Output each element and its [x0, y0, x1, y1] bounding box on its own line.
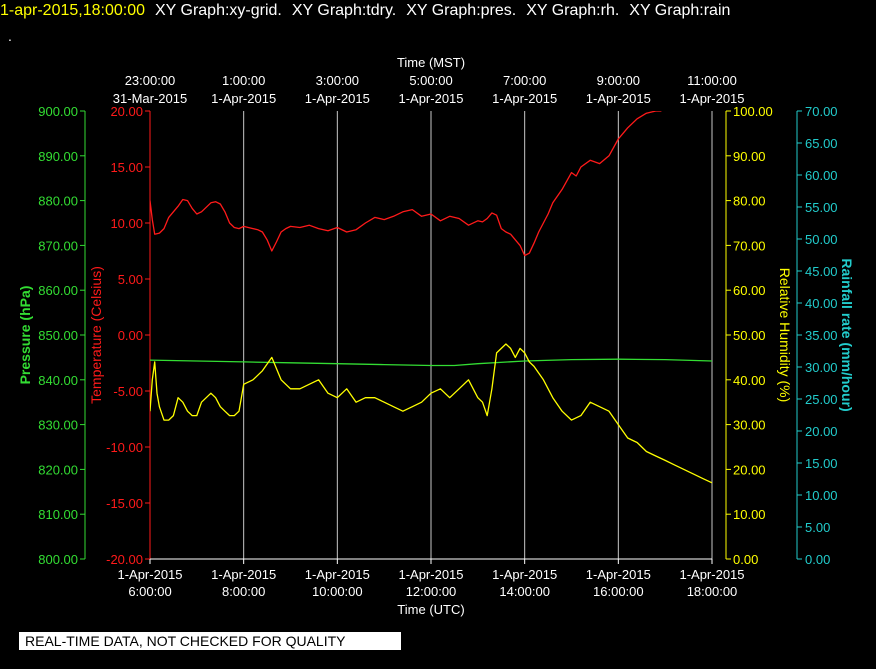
temperature-series-line: [150, 111, 662, 257]
pressure-tick-label-0: 800.00: [38, 552, 78, 567]
top-tick-time-5: 9:00:00: [597, 73, 640, 88]
humidity-tick-label-10: 100.00: [733, 104, 773, 119]
rain-tick-label-1: 5.00: [805, 520, 830, 535]
rain-tick-label-3: 15.00: [805, 456, 838, 471]
header-graph-3: XY Graph:pres.: [406, 2, 517, 19]
rain-tick-label-0: 0.00: [805, 552, 830, 567]
bottom-tick-date-4: 1-Apr-2015: [492, 567, 557, 582]
top-tick-time-1: 1:00:00: [222, 73, 265, 88]
humidity-tick-label-6: 60.00: [733, 283, 766, 298]
rain-tick-label-13: 65.00: [805, 136, 838, 151]
bottom-tick-time-4: 14:00:00: [499, 584, 550, 599]
rain-tick-label-11: 55.00: [805, 200, 838, 215]
rain-tick-label-12: 60.00: [805, 168, 838, 183]
bottom-tick-time-2: 10:00:00: [312, 584, 363, 599]
temperature-tick-label-5: 5.00: [118, 272, 143, 287]
temperature-tick-label-3: -5.00: [113, 384, 143, 399]
pressure-tick-label-1: 810.00: [38, 507, 78, 522]
bottom-tick-time-3: 12:00:00: [406, 584, 457, 599]
top-tick-date-2: 1-Apr-2015: [305, 91, 370, 106]
top-tick-date-3: 1-Apr-2015: [398, 91, 463, 106]
top-tick-time-4: 7:00:00: [503, 73, 546, 88]
pressure-tick-label-9: 890.00: [38, 149, 78, 164]
temperature-tick-label-0: -20.00: [106, 552, 143, 567]
humidity-tick-label-5: 50.00: [733, 328, 766, 343]
pressure-tick-label-2: 820.00: [38, 462, 78, 477]
rain-tick-label-2: 10.00: [805, 488, 838, 503]
rain-tick-label-4: 20.00: [805, 424, 838, 439]
bottom-tick-time-0: 6:00:00: [128, 584, 171, 599]
bottom-tick-date-5: 1-Apr-2015: [586, 567, 651, 582]
bottom-tick-time-5: 16:00:00: [593, 584, 644, 599]
humidity-tick-label-2: 20.00: [733, 462, 766, 477]
rain-tick-label-5: 25.00: [805, 392, 838, 407]
top-tick-date-0: 31-Mar-2015: [113, 91, 187, 106]
top-tick-time-0: 23:00:00: [125, 73, 176, 88]
rain-axis-label: Rainfall rate (mm/hour): [839, 258, 855, 411]
pressure-tick-label-6: 860.00: [38, 283, 78, 298]
temperature-tick-label-6: 10.00: [110, 216, 143, 231]
pressure-series-line: [150, 358, 712, 367]
pressure-tick-label-10: 900.00: [38, 104, 78, 119]
bottom-tick-time-6: 18:00:00: [687, 584, 738, 599]
humidity-series-line: [150, 343, 712, 484]
header-graph-1: XY Graph:xy-grid.: [155, 2, 282, 19]
bottom-tick-date-1: 1-Apr-2015: [211, 567, 276, 582]
humidity-tick-label-1: 10.00: [733, 507, 766, 522]
bottom-tick-date-3: 1-Apr-2015: [398, 567, 463, 582]
top-tick-date-6: 1-Apr-2015: [679, 91, 744, 106]
top-axis-title: Time (MST): [397, 55, 465, 70]
humidity-axis-label: Relative Humidity (%): [777, 268, 793, 403]
humidity-tick-label-3: 30.00: [733, 418, 766, 433]
header-graph-5: XY Graph:rain: [629, 2, 731, 19]
humidity-tick-label-9: 90.00: [733, 149, 766, 164]
humidity-tick-label-8: 80.00: [733, 194, 766, 209]
humidity-tick-label-7: 70.00: [733, 238, 766, 253]
rain-tick-label-6: 30.00: [805, 360, 838, 375]
top-tick-date-4: 1-Apr-2015: [492, 91, 557, 106]
bottom-axis-title: Time (UTC): [397, 602, 464, 617]
pressure-tick-label-3: 830.00: [38, 418, 78, 433]
top-tick-date-5: 1-Apr-2015: [586, 91, 651, 106]
temperature-tick-label-4: 0.00: [118, 328, 143, 343]
bottom-tick-date-6: 1-Apr-2015: [679, 567, 744, 582]
top-tick-time-6: 11:00:00: [687, 73, 737, 88]
top-tick-date-1: 1-Apr-2015: [211, 91, 276, 106]
temperature-axis-label: Temperature (Celsius): [88, 266, 104, 404]
rain-tick-label-9: 45.00: [805, 264, 838, 279]
bottom-tick-date-2: 1-Apr-2015: [305, 567, 370, 582]
rain-tick-label-10: 50.00: [805, 232, 838, 247]
temperature-tick-label-7: 15.00: [110, 160, 143, 175]
humidity-tick-label-4: 40.00: [733, 373, 766, 388]
header-datetime: 1-apr-2015,18:00:00: [0, 2, 145, 19]
humidity-tick-label-0: 0.00: [733, 552, 758, 567]
pressure-tick-label-8: 880.00: [38, 194, 78, 209]
quality-note: REAL-TIME DATA, NOT CHECKED FOR QUALITY: [19, 632, 401, 650]
temperature-tick-label-2: -10.00: [106, 440, 143, 455]
rain-tick-label-14: 70.00: [805, 104, 838, 119]
header-bar: 1-apr-2015,18:00:00 XY Graph:xy-grid. XY G…: [0, 2, 730, 20]
bottom-tick-date-0: 1-Apr-2015: [117, 567, 182, 582]
pressure-tick-label-5: 850.00: [38, 328, 78, 343]
pressure-axis-label: Pressure (hPa): [17, 286, 33, 385]
rain-tick-label-7: 35.00: [805, 328, 838, 343]
pressure-tick-label-7: 870.00: [38, 238, 78, 253]
bottom-tick-time-1: 8:00:00: [222, 584, 265, 599]
temperature-tick-label-1: -15.00: [106, 496, 143, 511]
rain-tick-label-8: 40.00: [805, 296, 838, 311]
header-graph-2: XY Graph:tdry.: [291, 2, 397, 19]
pressure-tick-label-4: 840.00: [38, 373, 78, 388]
header-dot: .: [8, 28, 12, 44]
top-tick-time-3: 5:00:00: [409, 73, 452, 88]
top-tick-time-2: 3:00:00: [316, 73, 359, 88]
temperature-tick-label-8: 20.00: [110, 104, 143, 119]
header-graph-4: XY Graph:rh.: [526, 2, 620, 19]
